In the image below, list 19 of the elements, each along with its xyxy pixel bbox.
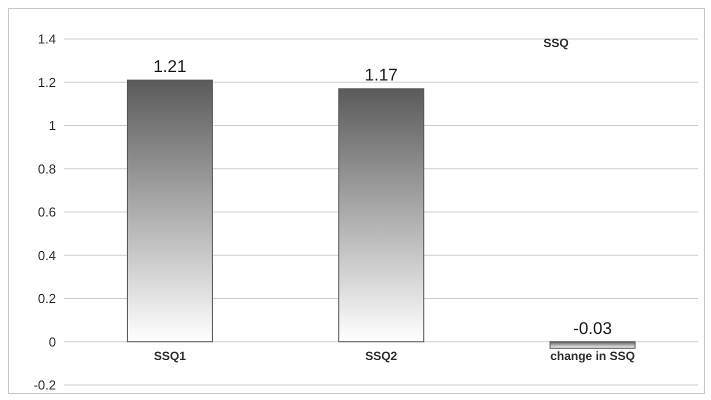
- data-label: -0.03: [573, 318, 612, 338]
- y-tick-label: 0.6: [38, 204, 56, 220]
- y-tick-label: 1.4: [38, 32, 56, 47]
- x-tick-label: change in SSQ: [550, 348, 635, 363]
- data-label: 1.17: [364, 66, 398, 85]
- x-tick-label: SSQ1: [154, 348, 186, 363]
- y-tick-label: 1.2: [38, 74, 56, 90]
- bar: [550, 341, 636, 349]
- y-tick-label: -0.2: [34, 378, 56, 393]
- y-tick-label: 0.8: [38, 161, 56, 176]
- y-tick-label: 0.4: [38, 248, 56, 263]
- y-tick-label: 0.2: [38, 291, 56, 306]
- x-tick-label: SSQ2: [365, 348, 398, 363]
- bar: [126, 80, 213, 342]
- chart-title: SSQ: [543, 36, 569, 50]
- y-tick-label: 1: [48, 118, 56, 134]
- bar: [338, 88, 424, 342]
- data-label: 1.21: [153, 57, 186, 76]
- y-tick-label: 0: [48, 334, 56, 350]
